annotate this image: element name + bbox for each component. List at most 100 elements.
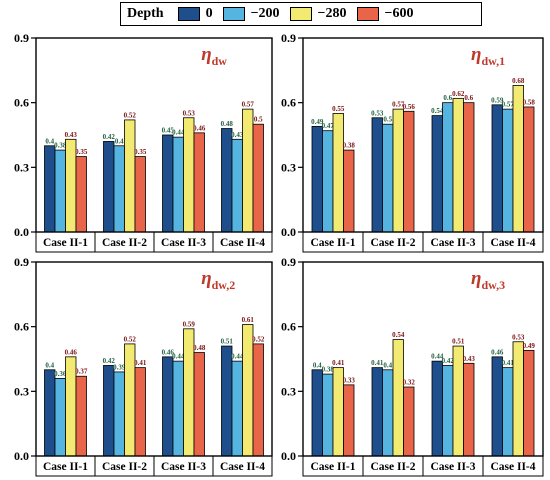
plot-frame <box>35 37 273 233</box>
y-tick-label: 0.0 <box>281 225 296 239</box>
bar <box>252 123 264 233</box>
y-tick-label: 0.6 <box>281 96 296 110</box>
data-label: 0.33 <box>343 376 356 384</box>
bar <box>431 115 443 233</box>
bar <box>371 367 383 457</box>
data-label: 0.48 <box>221 120 234 128</box>
data-label: 0.44 <box>431 353 444 361</box>
data-label: 0.6 <box>443 94 452 102</box>
bar <box>311 125 323 233</box>
bar <box>193 352 205 457</box>
data-label: 0.39 <box>113 363 126 371</box>
y-tick-label: 0.6 <box>281 320 296 334</box>
bar <box>44 145 56 233</box>
category-label: Case II-4 <box>490 237 535 249</box>
data-label: 0.56 <box>403 103 416 111</box>
data-label: 0.41 <box>332 359 345 367</box>
bar <box>452 97 464 233</box>
bar <box>491 356 503 457</box>
data-label: 0.38 <box>322 366 335 374</box>
data-label: 0.45 <box>162 127 175 135</box>
bar <box>382 369 394 457</box>
legend-item-3: −600 <box>356 6 414 22</box>
bar <box>463 102 475 233</box>
data-label: 0.47 <box>322 122 335 130</box>
legend-swatch-2 <box>289 7 312 21</box>
bar <box>221 345 233 457</box>
data-label: 0.38 <box>54 142 67 150</box>
y-tick-label: 0.0 <box>281 449 296 463</box>
bar <box>172 136 184 233</box>
data-label: 0.5 <box>383 116 392 124</box>
data-label: 0.51 <box>452 338 465 346</box>
legend-swatch-0 <box>177 7 200 21</box>
bar <box>75 375 87 457</box>
legend-item-0: 0 <box>177 6 213 22</box>
legend-item-1: −200 <box>222 6 280 22</box>
data-label: 0.53 <box>183 109 196 117</box>
bar <box>231 360 243 457</box>
data-label: 0.53 <box>371 109 384 117</box>
category-label: Case II-3 <box>161 461 206 473</box>
data-label: 0.52 <box>124 335 137 343</box>
y-tick-label: 0.9 <box>14 31 29 45</box>
bar <box>442 102 454 233</box>
data-label: 0.59 <box>183 320 196 328</box>
data-label: 0.41 <box>134 359 147 367</box>
y-tick-label: 0.3 <box>14 384 29 398</box>
data-label: 0.58 <box>523 98 536 106</box>
bar <box>392 108 404 233</box>
bar <box>343 384 355 457</box>
data-label: 0.35 <box>75 148 88 156</box>
data-label: 0.43 <box>231 131 244 139</box>
bar <box>44 369 56 457</box>
plot-frame <box>302 261 544 457</box>
data-label: 0.54 <box>431 107 444 115</box>
data-label: 0.61 <box>242 316 255 324</box>
data-label: 0.41 <box>502 359 515 367</box>
data-label: 0.5 <box>254 116 263 124</box>
category-label: Case II-1 <box>43 237 88 249</box>
legend-swatch-3 <box>356 7 379 21</box>
data-label: 0.48 <box>193 344 206 352</box>
bar <box>502 367 514 457</box>
legend-label-1: −200 <box>250 6 280 21</box>
category-label: Case II-4 <box>220 237 265 249</box>
category-label: Case II-2 <box>102 237 147 249</box>
y-tick-label: 0.3 <box>281 384 296 398</box>
y-tick-label: 0.0 <box>14 449 29 463</box>
data-label: 0.57 <box>392 101 405 109</box>
bar <box>103 141 115 233</box>
data-label: 0.55 <box>332 105 345 113</box>
bar <box>252 343 264 457</box>
bar <box>322 373 334 457</box>
category-label: Case II-4 <box>220 461 265 473</box>
bar <box>502 108 514 233</box>
bar <box>172 360 184 457</box>
data-label: 0.52 <box>252 335 265 343</box>
bar <box>463 362 475 457</box>
plot-frame <box>302 37 544 233</box>
bar <box>113 145 125 233</box>
data-label: 0.44 <box>172 129 185 137</box>
data-label: 0.49 <box>523 342 536 350</box>
panel-title: ηdw,3 <box>471 268 505 292</box>
bar <box>512 341 524 457</box>
data-label: 0.49 <box>311 118 324 126</box>
data-label: 0.41 <box>371 359 384 367</box>
y-tick-label: 0.9 <box>14 255 29 269</box>
legend-title: Depth <box>127 6 164 21</box>
legend: Depth 0 −200 −280 −600 <box>120 2 482 26</box>
panel-title: ηdw <box>201 44 227 68</box>
category-label: Case II-1 <box>43 461 88 473</box>
bar <box>242 324 254 457</box>
category-label: Case II-1 <box>310 461 355 473</box>
bar <box>134 156 146 233</box>
bar <box>332 113 344 233</box>
data-label: 0.6 <box>464 94 473 102</box>
y-tick-label: 0.0 <box>14 225 29 239</box>
legend-swatch-1 <box>222 7 245 21</box>
category-label: Case II-2 <box>370 237 415 249</box>
